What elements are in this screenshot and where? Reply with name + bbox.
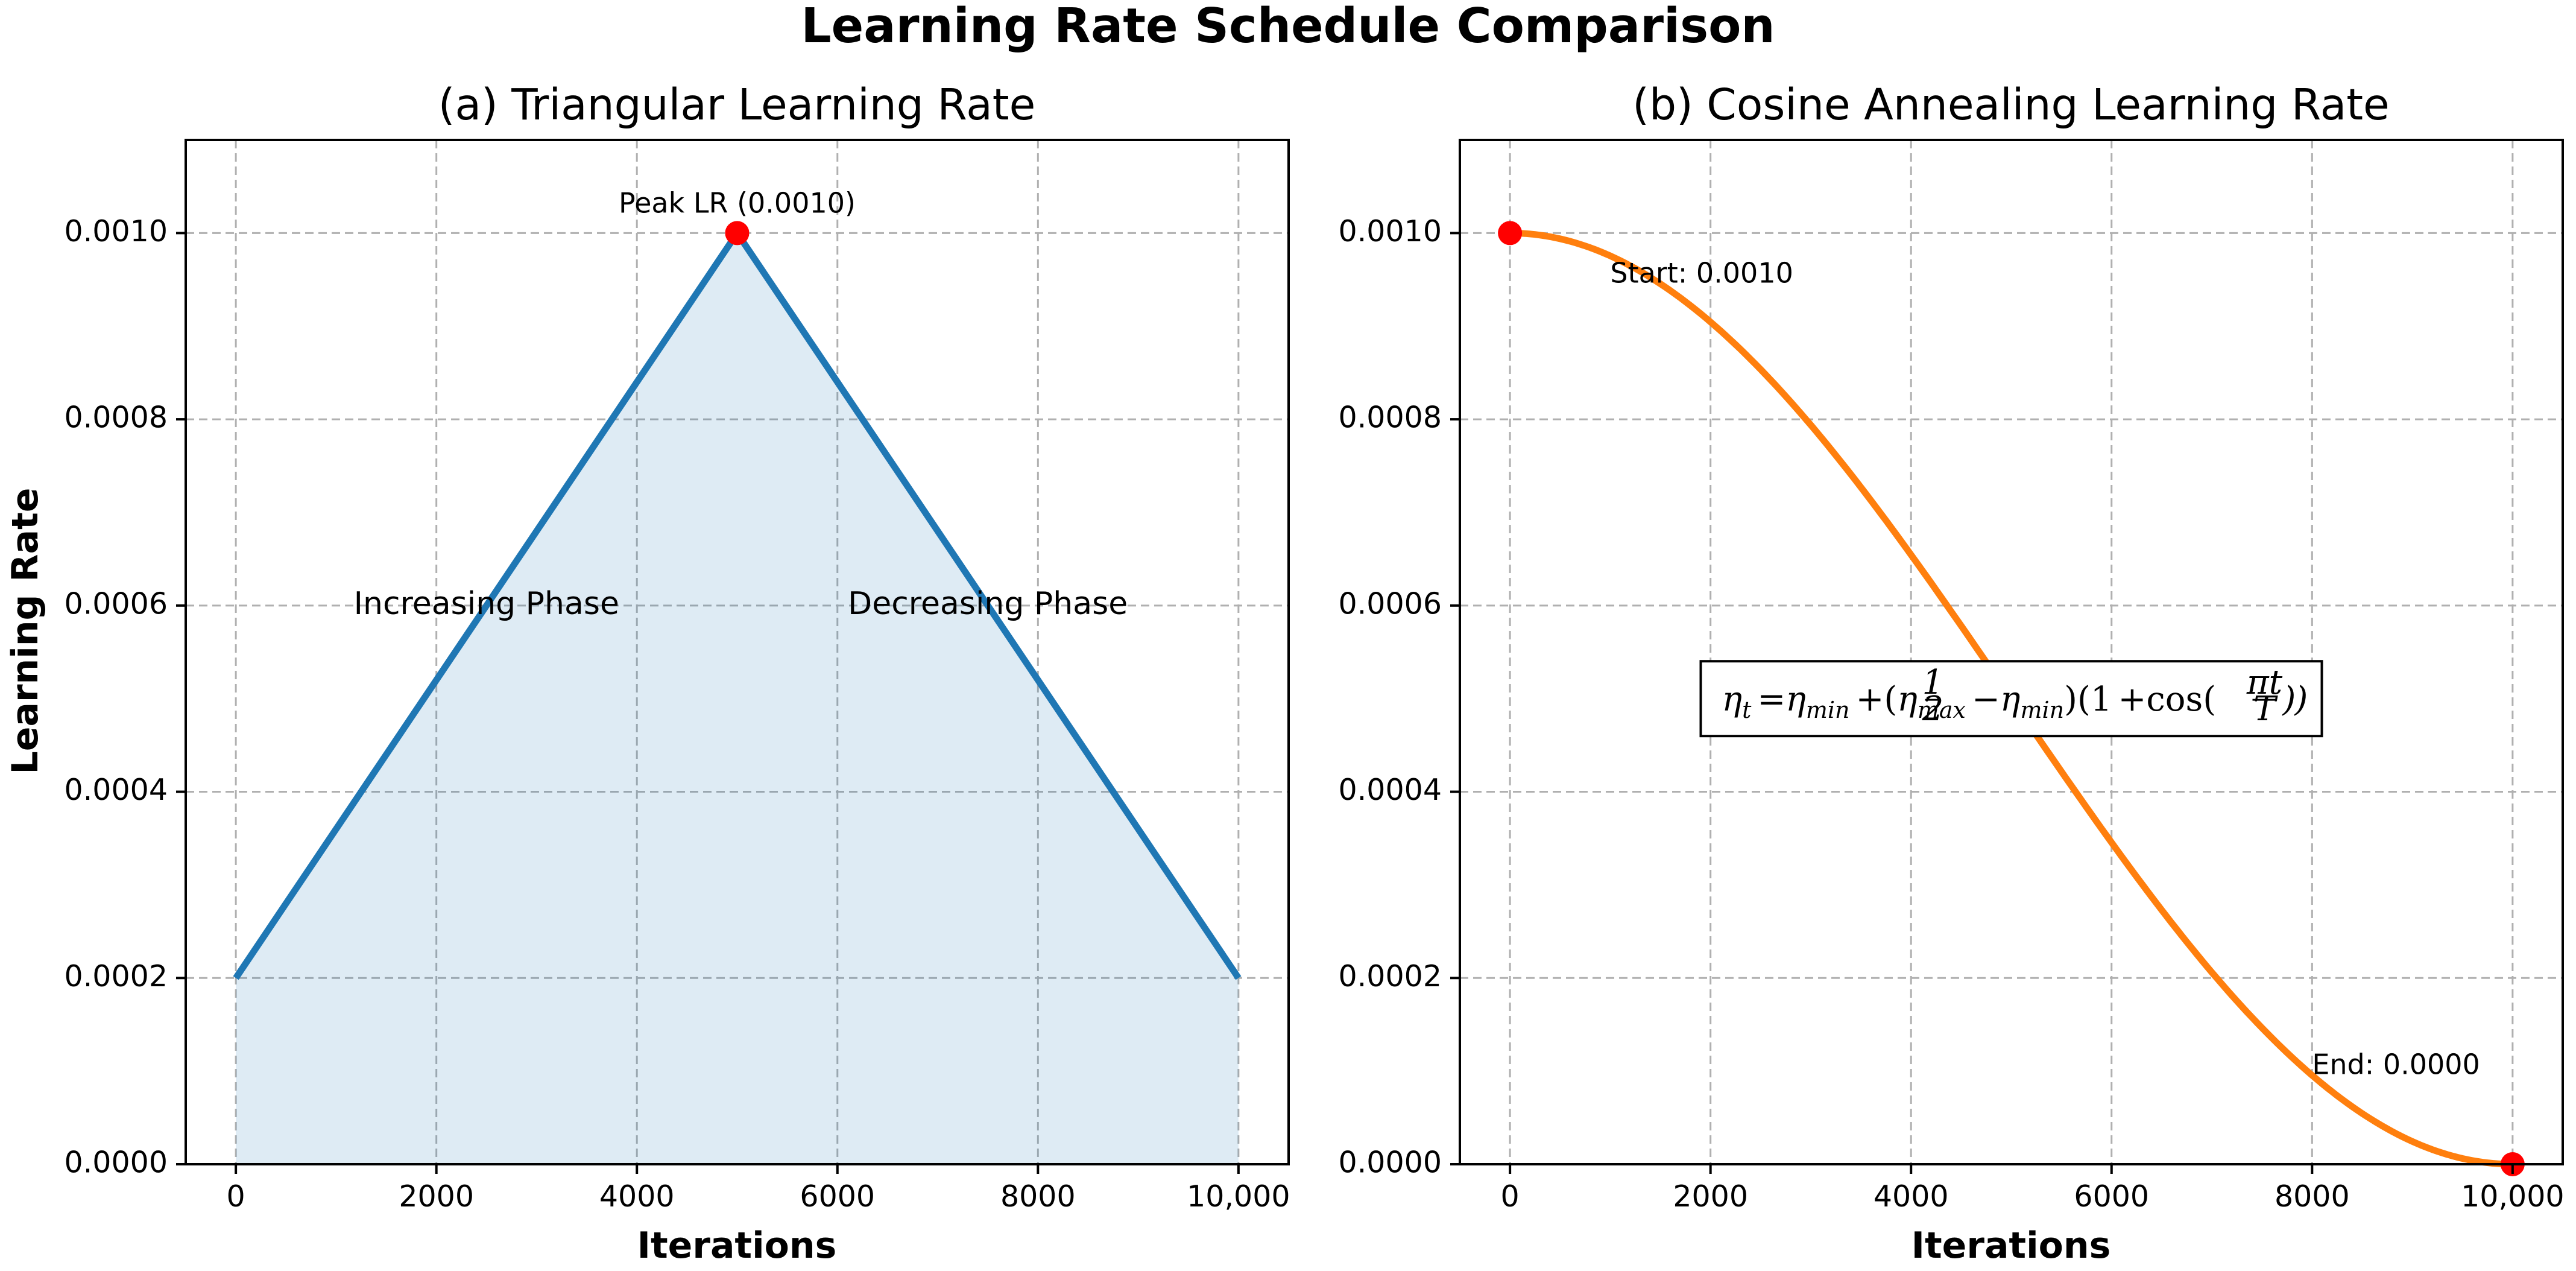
formula-close-parens: ) — [2282, 680, 2296, 719]
formula-eta-symbol: η — [2000, 680, 2021, 719]
panel-a-xlabel: Iterations — [637, 1225, 837, 1267]
formula-plus-sign: + — [1856, 680, 1884, 719]
x-tick-label: 10,000 — [2461, 1179, 2564, 1214]
formula-half-denominator: 2 — [1922, 689, 1944, 729]
x-tick-label: 4000 — [599, 1179, 675, 1214]
y-tick-label: 0.0010 — [65, 214, 168, 249]
formula-subscript-min: min — [2020, 697, 2064, 723]
formula-paren: ( — [2077, 680, 2091, 719]
panel-triangular: (a) Triangular Learning Rate Iterations … — [4, 80, 1290, 1267]
x-tick-label: 8000 — [1000, 1179, 1076, 1214]
formula-paren: ( — [2203, 680, 2216, 719]
formula-eta-symbol: η — [1722, 680, 1743, 719]
x-tick-label: 2000 — [399, 1179, 474, 1214]
annotation-label: Increasing Phase — [354, 586, 619, 622]
formula-minus-sign: − — [1972, 680, 2000, 719]
formula-plus-sign: + — [2118, 680, 2146, 719]
formula-cos-function: cos — [2146, 680, 2203, 719]
formula-eta-symbol: η — [1785, 680, 1806, 719]
formula-text: ηt =ηmin +(ηmax −ηmin)(1 +cos( — [1722, 680, 2217, 723]
x-tick-label: 0 — [1501, 1179, 1520, 1214]
y-tick-label: 0.0002 — [65, 959, 168, 994]
y-tick-label: 0.0008 — [1339, 401, 1442, 435]
x-tick-label: 6000 — [800, 1179, 875, 1214]
panel-a-title: (a) Triangular Learning Rate — [438, 80, 1036, 130]
formula-close-parens-outer: ) — [2294, 680, 2308, 719]
formula-pit-numerator: πt — [2246, 663, 2283, 702]
y-tick-label: 0.0000 — [65, 1146, 168, 1180]
y-tick-label: 0.0010 — [1339, 214, 1442, 249]
x-tick-label: 2000 — [1673, 1179, 1748, 1214]
formula-pit-denominator: T — [2253, 689, 2278, 729]
series-area-fill — [236, 233, 1239, 1164]
annotation-label: Decreasing Phase — [848, 586, 1128, 622]
figure-title: Learning Rate Schedule Comparison — [801, 0, 1775, 54]
y-tick-label: 0.0008 — [65, 401, 168, 435]
x-tick-label: 6000 — [2074, 1179, 2149, 1214]
data-point-marker — [1498, 221, 1523, 246]
y-tick-label: 0.0006 — [65, 586, 168, 621]
x-tick-label: 0 — [227, 1179, 245, 1214]
y-tick-label: 0.0002 — [1339, 959, 1442, 994]
y-tick-label: 0.0006 — [1339, 586, 1442, 621]
x-tick-label: 4000 — [1874, 1179, 1949, 1214]
y-tick-label: 0.0004 — [65, 773, 168, 807]
formula-subscript-min: min — [1806, 697, 1850, 723]
annotation-label: End: 0.0000 — [2312, 1048, 2480, 1080]
formula-paren: ) — [2064, 680, 2077, 719]
plot-frame — [1459, 139, 2564, 1165]
panel-cosine: (b) Cosine Annealing Learning Rate Itera… — [1339, 80, 2565, 1267]
formula-eta-symbol: η — [1897, 680, 1918, 719]
formula-equals-sign: = — [1757, 680, 1785, 719]
panel-b-xlabel: Iterations — [1911, 1225, 2111, 1267]
formula-paren: ( — [1884, 680, 1897, 719]
x-tick-label: 8000 — [2275, 1179, 2350, 1214]
formula-box — [1699, 660, 2323, 738]
formula-half-numerator: 1 — [1922, 663, 1944, 702]
formula-subscript-max: max — [1918, 697, 1966, 723]
x-tick-label: 10,000 — [1187, 1179, 1290, 1214]
plot-frame — [185, 139, 1290, 1165]
data-point-marker — [725, 221, 750, 246]
panel-b-title: (b) Cosine Annealing Learning Rate — [1632, 80, 2389, 130]
panel-a-ylabel: Learning Rate — [4, 488, 46, 775]
formula-subscript-t: t — [1742, 697, 1752, 723]
formula-one-digit: 1 — [2091, 680, 2112, 719]
y-tick-label: 0.0004 — [1339, 773, 1442, 807]
annotation-label: Peak LR (0.0010) — [619, 187, 856, 220]
y-tick-label: 0.0000 — [1339, 1146, 1442, 1180]
annotation-label: Start: 0.0010 — [1610, 256, 1793, 289]
